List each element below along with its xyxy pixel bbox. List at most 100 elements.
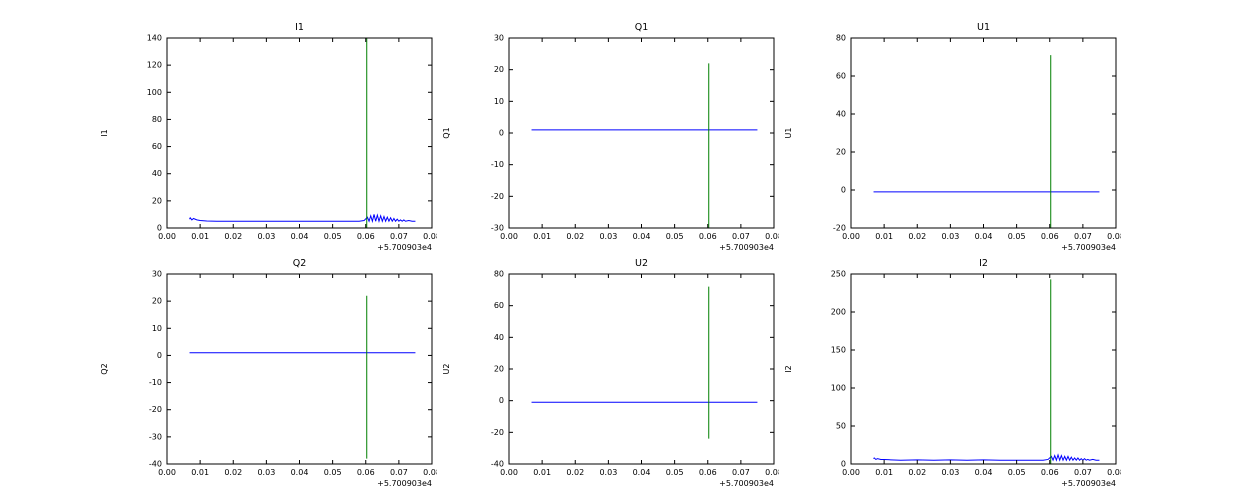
y-tick-label: 0 [157, 224, 162, 233]
x-tick-label: 0.04 [291, 232, 309, 241]
axes-frame [166, 273, 433, 465]
x-tick-label: 0.08 [1107, 468, 1121, 477]
y-tick-label: 20 [494, 65, 504, 74]
y-tick-label: -30 [491, 224, 504, 233]
x-tick-label: 0.01 [875, 468, 893, 477]
x-tick-label: 0.04 [291, 468, 309, 477]
y-tick-label: 80 [494, 270, 504, 279]
x-tick-label: 0.02 [224, 232, 242, 241]
x-tick-label: 0.00 [500, 232, 518, 241]
y-tick-label: 100 [147, 88, 162, 97]
x-offset-label: +5.700903e4 [377, 479, 432, 488]
y-tick-label: 20 [152, 196, 162, 205]
x-tick-label: 0.02 [566, 232, 584, 241]
subplot-svg-I2: 0.00 0.01 0.02 0.03 0.04 0.05 0.06 0.07 0.08 0 50 1… [784, 258, 1121, 488]
y-tick-label: 150 [831, 346, 846, 355]
subplot-q2: 0.00 0.01 0.02 0.03 0.04 0.05 0.06 0.07 0.08 -40 -… [95, 252, 437, 488]
y-tick-label: 60 [152, 142, 162, 151]
x-tick-label: 0.02 [566, 468, 584, 477]
x-tick-label: 0.04 [633, 468, 651, 477]
subplot-title: U2 [635, 258, 648, 269]
y-tick-label: 10 [494, 97, 504, 106]
x-tick-label: 0.06 [357, 232, 375, 241]
x-tick-label: 0.01 [533, 468, 551, 477]
x-offset-label: +5.700903e4 [719, 243, 774, 252]
x-tick-label: 0.07 [1074, 468, 1092, 477]
y-tick-label: 0 [157, 351, 162, 360]
x-offset-label: +5.700903e4 [1061, 243, 1116, 252]
y-tick-label: 10 [152, 324, 162, 333]
x-tick-label: 0.05 [666, 232, 684, 241]
x-tick-label: 0.06 [699, 468, 717, 477]
x-tick-label: 0.00 [842, 468, 860, 477]
y-tick-label: 120 [147, 61, 162, 70]
y-tick-label: 250 [831, 270, 846, 279]
axes-frame [166, 37, 433, 229]
subplot-title: Q1 [635, 22, 649, 33]
x-tick-label: 0.07 [390, 232, 408, 241]
y-tick-label: 200 [831, 308, 846, 317]
x-tick-label: 0.07 [1074, 232, 1092, 241]
x-tick-label: 0.02 [224, 468, 242, 477]
y-tick-label: 0 [499, 396, 504, 405]
subplot-q1: 0.00 0.01 0.02 0.03 0.04 0.05 0.06 0.07 0.08 -30 -… [437, 16, 779, 252]
y-axis-label: U1 [784, 128, 793, 139]
x-tick-label: 0.03 [941, 232, 959, 241]
y-axis-label: I1 [100, 129, 109, 136]
y-axis-label: Q2 [100, 363, 109, 374]
subplot-svg-Q2: 0.00 0.01 0.02 0.03 0.04 0.05 0.06 0.07 0.08 -40 -… [100, 258, 437, 488]
y-tick-label: -40 [149, 460, 162, 469]
subplot-title: U1 [977, 22, 990, 33]
x-tick-label: 0.01 [191, 232, 209, 241]
subplot-grid: 0.00 0.01 0.02 0.03 0.04 0.05 0.06 0.07 0.08 0 20 4… [95, 16, 1121, 488]
x-tick-label: 0.03 [599, 232, 617, 241]
subplot-title: Q2 [293, 258, 307, 269]
x-tick-label: 0.06 [1041, 232, 1059, 241]
x-tick-label: 0.04 [633, 232, 651, 241]
y-tick-label: 60 [494, 301, 504, 310]
y-axis-label: I2 [784, 365, 793, 372]
x-tick-label: 0.06 [357, 468, 375, 477]
x-tick-label: 0.01 [191, 468, 209, 477]
subplot-i1: 0.00 0.01 0.02 0.03 0.04 0.05 0.06 0.07 0.08 0 20 4… [95, 16, 437, 252]
x-tick-label: 0.07 [732, 232, 750, 241]
x-tick-label: 0.08 [423, 232, 437, 241]
subplot-svg-Q1: 0.00 0.01 0.02 0.03 0.04 0.05 0.06 0.07 0.08 -30 -… [442, 22, 779, 252]
y-tick-label: 20 [836, 148, 846, 157]
x-tick-label: 0.07 [390, 468, 408, 477]
y-tick-label: 0 [499, 129, 504, 138]
axes-frame [850, 273, 1117, 465]
x-tick-label: 0.00 [158, 232, 176, 241]
y-tick-label: 20 [152, 297, 162, 306]
x-tick-label: 0.04 [975, 468, 993, 477]
axes-frame [850, 37, 1117, 229]
y-axis-label: Q1 [442, 127, 451, 138]
x-tick-label: 0.02 [908, 468, 926, 477]
subplot-title: I2 [979, 258, 988, 269]
I2-signal-line [873, 453, 1100, 462]
x-offset-label: +5.700903e4 [1061, 479, 1116, 488]
subplot-svg-I1: 0.00 0.01 0.02 0.03 0.04 0.05 0.06 0.07 0.08 0 20 4… [100, 22, 437, 252]
I1-signal-line [189, 213, 416, 224]
y-tick-label: 80 [836, 34, 846, 43]
subplot-i2: 0.00 0.01 0.02 0.03 0.04 0.05 0.06 0.07 0.08 0 50 1… [779, 252, 1121, 488]
subplot-u1: 0.00 0.01 0.02 0.03 0.04 0.05 0.06 0.07 0.08 -20 0… [779, 16, 1121, 252]
axes-frame [508, 273, 775, 465]
y-tick-label: -40 [491, 460, 504, 469]
x-offset-label: +5.700903e4 [377, 243, 432, 252]
x-tick-label: 0.08 [423, 468, 437, 477]
y-tick-label: 40 [836, 110, 846, 119]
x-tick-label: 0.05 [1008, 232, 1026, 241]
y-tick-label: 30 [152, 270, 162, 279]
y-tick-label: 30 [494, 34, 504, 43]
x-offset-label: +5.700903e4 [719, 479, 774, 488]
x-tick-label: 0.05 [1008, 468, 1026, 477]
y-tick-label: 20 [494, 365, 504, 374]
y-tick-label: 50 [836, 422, 846, 431]
y-tick-label: 60 [836, 72, 846, 81]
x-tick-label: 0.05 [324, 232, 342, 241]
x-tick-label: 0.06 [1041, 468, 1059, 477]
y-tick-label: 0 [841, 460, 846, 469]
y-tick-label: 80 [152, 115, 162, 124]
